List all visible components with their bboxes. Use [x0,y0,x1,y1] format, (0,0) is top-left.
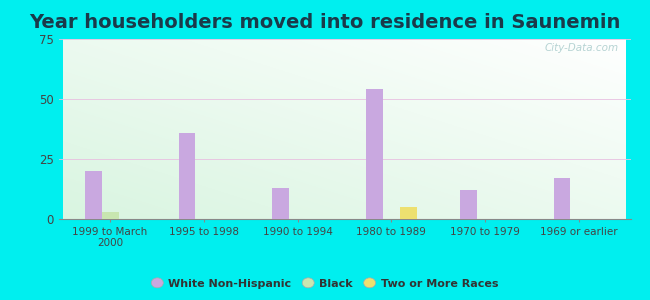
Text: City-Data.com: City-Data.com [545,43,619,52]
Bar [400,207,417,219]
Bar [101,212,118,219]
Bar [366,89,383,219]
Legend: White Non-Hispanic, Black, Two or More Races: White Non-Hispanic, Black, Two or More R… [150,276,500,291]
Bar [554,178,571,219]
Bar [179,133,196,219]
Bar [272,188,289,219]
Bar [84,171,101,219]
Bar [460,190,476,219]
Text: Year householders moved into residence in Saunemin: Year householders moved into residence i… [29,14,621,32]
